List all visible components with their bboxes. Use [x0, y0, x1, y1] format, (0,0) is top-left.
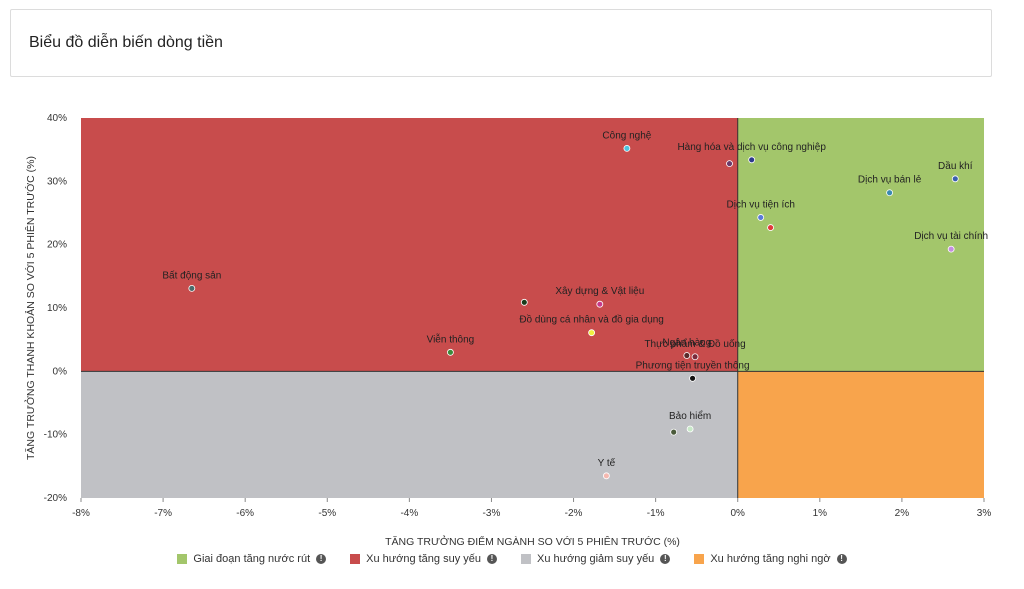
data-point: [447, 348, 454, 356]
legend-swatch-icon: [350, 554, 361, 564]
data-point: [691, 353, 699, 361]
x-tick-label: -1%: [647, 508, 665, 519]
data-point-label: Công nghệ: [602, 130, 651, 141]
data-point: [689, 374, 696, 382]
data-point-label: Hàng hóa và dịch vụ công nghiệp: [677, 142, 826, 153]
legend-label: Giai đoạn tăng nước rút: [193, 553, 311, 565]
x-axis-label: TĂNG TRƯỞNG ĐIỂM NGÀNH SO VỚI 5 PHIÊN TR…: [385, 535, 680, 548]
chart-title-card: Biểu đồ diễn biến dòng tiền: [10, 9, 992, 77]
legend-item-4[interactable]: Xu hướng tăng nghi ngờ !: [694, 553, 847, 565]
data-point-label: Ngân hàng: [662, 338, 711, 349]
x-tick-label: -7%: [154, 508, 172, 519]
x-tick-label: -6%: [236, 508, 254, 519]
data-point-label: Phương tiện truyền thông: [636, 359, 750, 371]
x-tick-label: -4%: [400, 508, 418, 519]
data-point: [947, 245, 955, 253]
data-point: [596, 300, 604, 308]
page-title: Biểu đồ diễn biến dòng tiền: [29, 34, 223, 51]
data-point: [188, 284, 196, 292]
data-point-label: Dịch vụ tài chính: [914, 231, 988, 242]
data-point: [886, 189, 893, 197]
quadrant-area: [737, 118, 984, 372]
quadrant-area: [81, 118, 738, 372]
data-point: [951, 175, 959, 183]
data-point: [683, 352, 691, 359]
data-point: [757, 214, 765, 221]
legend-label: Xu hướng giảm suy yếu: [537, 553, 655, 565]
x-tick-label: -3%: [483, 508, 501, 519]
y-tick-label: 0%: [53, 366, 68, 377]
info-icon[interactable]: !: [316, 554, 327, 564]
legend-item-2[interactable]: Xu hướng tăng suy yếu !: [350, 553, 497, 565]
data-point: [623, 144, 631, 152]
x-tick-label: 3%: [977, 508, 992, 519]
info-icon[interactable]: !: [487, 554, 497, 564]
data-point: [602, 472, 610, 480]
x-tick-label: -2%: [565, 508, 583, 519]
x-tick-label: -8%: [72, 508, 90, 519]
legend-swatch-icon: [177, 554, 188, 564]
data-point-label: Đồ dùng cá nhân và đồ gia dụng: [519, 314, 664, 326]
y-tick-label: -10%: [44, 430, 67, 441]
data-point: [748, 156, 756, 164]
data-point-label: Bảo hiểm: [669, 410, 711, 422]
data-point: [670, 428, 678, 436]
data-point-label: Dịch vụ bán lẻ: [858, 175, 922, 186]
y-axis-label: TĂNG TRƯỞNG THANH KHOẢN SO VỚI 5 PHIÊN T…: [24, 156, 37, 460]
data-point-label: Viễn thông: [427, 332, 475, 345]
data-point: [726, 160, 733, 168]
quadrant-area: [737, 371, 984, 498]
info-icon[interactable]: !: [836, 554, 847, 564]
y-tick-label: 30%: [47, 176, 67, 187]
quadrant-area: [81, 371, 738, 498]
legend-item-3[interactable]: Xu hướng giảm suy yếu !: [521, 553, 671, 565]
data-point-label: Y tế: [598, 457, 616, 469]
legend-swatch-icon: [521, 554, 531, 564]
x-tick-label: 0%: [731, 508, 746, 519]
y-tick-label: 10%: [47, 303, 67, 314]
info-icon[interactable]: !: [660, 554, 671, 564]
x-tick-label: 2%: [895, 508, 910, 519]
data-point-label: Thực phẩm & Đồ uống: [644, 338, 745, 350]
legend-item-1[interactable]: Giai đoạn tăng nước rút !: [177, 553, 327, 565]
data-point-label: Xây dựng & Vật liệu: [555, 286, 644, 297]
data-point-label: Dịch vụ tiện ích: [727, 199, 795, 210]
legend-label: Xu hướng tăng suy yếu: [366, 553, 481, 565]
x-tick-label: -5%: [318, 508, 336, 519]
y-tick-label: -20%: [44, 493, 67, 504]
legend-label: Xu hướng tăng nghi ngờ: [710, 553, 831, 565]
data-point: [686, 425, 694, 433]
y-tick-label: 40%: [47, 113, 67, 124]
data-point: [588, 329, 596, 337]
data-point: [520, 298, 528, 306]
y-tick-label: 20%: [47, 240, 67, 251]
chart-legend: Giai đoạn tăng nước rút ! Xu hướng tăng …: [0, 553, 1024, 565]
x-tick-label: 1%: [813, 508, 828, 519]
data-point-label: Dầu khí: [938, 160, 973, 172]
data-point: [767, 224, 774, 231]
data-point-label: Bất động sản: [162, 269, 221, 281]
legend-swatch-icon: [694, 554, 705, 564]
